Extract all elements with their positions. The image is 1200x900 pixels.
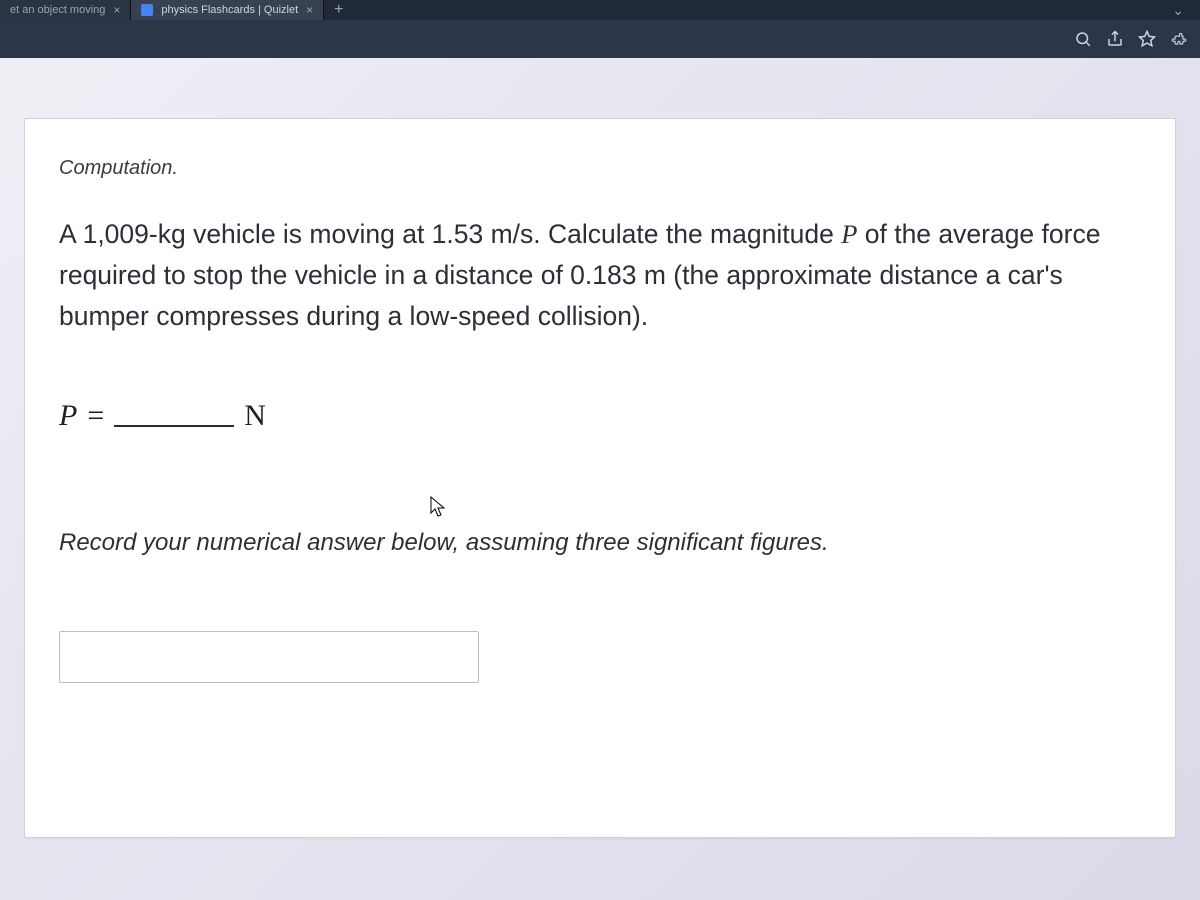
- equation-line: P = N: [59, 399, 1141, 433]
- close-icon[interactable]: ×: [306, 3, 313, 17]
- chevron-down-icon[interactable]: ⌄: [1172, 2, 1184, 19]
- address-bar: [0, 20, 1200, 58]
- equation-equals: =: [87, 399, 104, 433]
- answer-input[interactable]: [59, 631, 479, 683]
- section-heading: Computation.: [59, 157, 1141, 180]
- equation-unit: N: [244, 399, 266, 433]
- tab-bar: et an object moving × physics Flashcards…: [0, 0, 1200, 20]
- quizlet-favicon-icon: [141, 4, 153, 16]
- question-text-pre: A 1,009-kg vehicle is moving at 1.53 m/s…: [59, 219, 841, 249]
- page-background: Computation. A 1,009-kg vehicle is movin…: [0, 58, 1200, 900]
- tab-title: physics Flashcards | Quizlet: [161, 4, 298, 16]
- browser-tab[interactable]: physics Flashcards | Quizlet ×: [131, 0, 324, 20]
- question-text: A 1,009-kg vehicle is moving at 1.53 m/s…: [59, 214, 1141, 337]
- star-icon[interactable]: [1138, 30, 1156, 48]
- question-variable: P: [841, 219, 857, 249]
- extensions-icon[interactable]: [1170, 30, 1188, 48]
- equation-blank: [114, 425, 234, 427]
- question-card: Computation. A 1,009-kg vehicle is movin…: [24, 118, 1176, 838]
- browser-chrome: et an object moving × physics Flashcards…: [0, 0, 1200, 58]
- equation-variable: P: [59, 399, 77, 433]
- share-icon[interactable]: [1106, 30, 1124, 48]
- search-icon[interactable]: [1074, 30, 1092, 48]
- browser-tab[interactable]: et an object moving ×: [0, 0, 131, 20]
- new-tab-button[interactable]: +: [324, 1, 353, 19]
- close-icon[interactable]: ×: [113, 3, 120, 17]
- answer-instruction: Record your numerical answer below, assu…: [59, 529, 1141, 557]
- tab-title: et an object moving: [10, 4, 105, 16]
